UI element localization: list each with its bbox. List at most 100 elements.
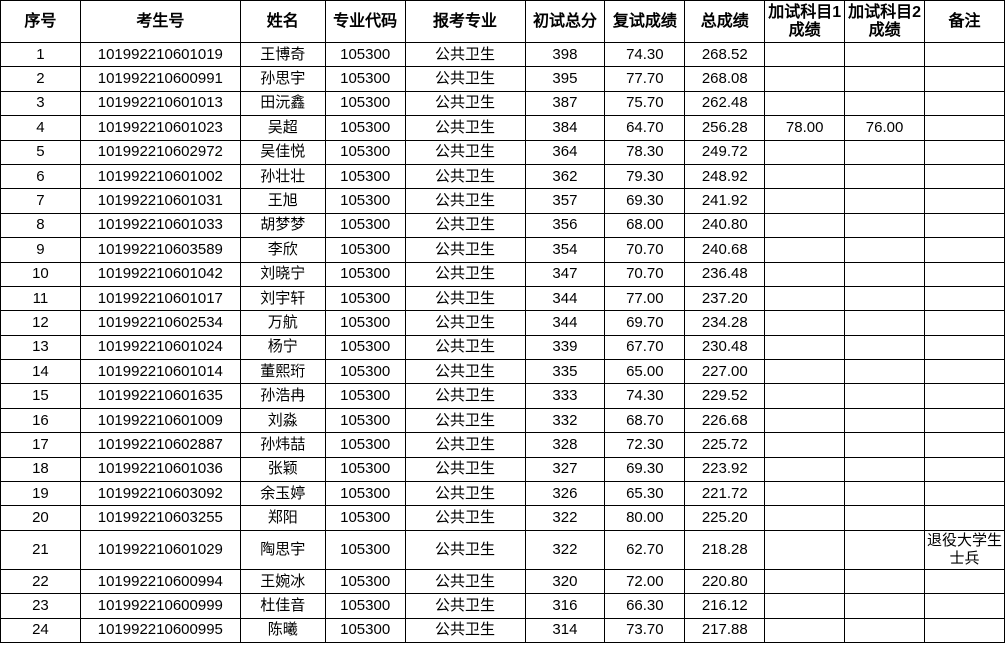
cell-extra1-score	[764, 505, 846, 531]
table-row: 3 101992210601013 田沅鑫 105300 公共卫生 387 75.70 262…	[0, 90, 1005, 117]
cell-seq: 1	[0, 41, 81, 68]
cell-exam-id: 101992210603255	[79, 505, 241, 531]
cell-name: 孙思宇	[239, 66, 326, 92]
cell-name: 王旭	[239, 188, 326, 214]
cell-total-score: 226.68	[684, 407, 766, 434]
header-exam-id: 考生号	[79, 0, 241, 43]
table-row: 23 101992210600999 杜佳音 105300 公共卫生 316 66.30 21…	[0, 593, 1005, 619]
cell-major-code: 105300	[324, 163, 406, 190]
cell-name: 孙浩冉	[239, 383, 326, 409]
cell-major: 公共卫生	[404, 285, 526, 312]
cell-total-score: 223.92	[684, 456, 766, 483]
cell-retest-score: 72.30	[604, 432, 686, 458]
cell-total-score: 229.52	[684, 383, 766, 409]
cell-extra2-score	[844, 285, 926, 312]
header-extra2-score: 加试科目2成绩	[844, 0, 926, 43]
cell-remark	[924, 237, 1005, 263]
cell-initial-score: 344	[524, 285, 606, 312]
cell-initial-score: 322	[524, 505, 606, 531]
cell-name: 孙壮壮	[239, 163, 326, 190]
cell-remark	[924, 505, 1005, 531]
cell-major-code: 105300	[324, 505, 406, 531]
cell-seq: 3	[0, 90, 81, 117]
cell-retest-score: 70.70	[604, 237, 686, 263]
cell-exam-id: 101992210601002	[79, 163, 241, 190]
cell-major-code: 105300	[324, 115, 406, 141]
cell-major-code: 105300	[324, 383, 406, 409]
cell-total-score: 249.72	[684, 139, 766, 165]
cell-extra2-score	[844, 617, 926, 643]
cell-seq: 12	[0, 310, 81, 336]
table-row: 11 101992210601017 刘宇轩 105300 公共卫生 344 77.00 23…	[0, 285, 1005, 312]
cell-extra1-score	[764, 310, 846, 336]
cell-extra1-score	[764, 41, 846, 68]
cell-retest-score: 75.70	[604, 90, 686, 117]
cell-major: 公共卫生	[404, 115, 526, 141]
cell-major-code: 105300	[324, 568, 406, 595]
cell-major-code: 105300	[324, 529, 406, 570]
cell-retest-score: 67.70	[604, 334, 686, 361]
cell-major-code: 105300	[324, 66, 406, 92]
cell-seq: 21	[0, 529, 81, 570]
cell-seq: 4	[0, 115, 81, 141]
cell-major: 公共卫生	[404, 568, 526, 595]
cell-remark	[924, 383, 1005, 409]
cell-major-code: 105300	[324, 481, 406, 507]
cell-major-code: 105300	[324, 188, 406, 214]
cell-extra2-score	[844, 593, 926, 619]
cell-major-code: 105300	[324, 617, 406, 643]
cell-seq: 15	[0, 383, 81, 409]
cell-remark	[924, 568, 1005, 595]
table-row: 24 101992210600995 陈曦 105300 公共卫生 314 73.70 217…	[0, 617, 1005, 643]
table-row: 15 101992210601635 孙浩冉 105300 公共卫生 333 74.30 22…	[0, 383, 1005, 409]
cell-name: 刘宇轩	[239, 285, 326, 312]
cell-seq: 2	[0, 66, 81, 92]
cell-extra1-score: 78.00	[764, 115, 846, 141]
cell-seq: 19	[0, 481, 81, 507]
cell-seq: 20	[0, 505, 81, 531]
table-row: 7 101992210601031 王旭 105300 公共卫生 357 69.30 241.…	[0, 188, 1005, 214]
cell-seq: 8	[0, 212, 81, 239]
cell-extra2-score	[844, 310, 926, 336]
cell-name: 杨宁	[239, 334, 326, 361]
table-row: 20 101992210603255 郑阳 105300 公共卫生 322 80.00 225…	[0, 505, 1005, 531]
cell-extra2-score	[844, 237, 926, 263]
cell-name: 吴超	[239, 115, 326, 141]
cell-initial-score: 326	[524, 481, 606, 507]
cell-extra2-score	[844, 407, 926, 434]
cell-major: 公共卫生	[404, 188, 526, 214]
cell-name: 吴佳悦	[239, 139, 326, 165]
cell-remark	[924, 432, 1005, 458]
cell-major-code: 105300	[324, 432, 406, 458]
cell-initial-score: 335	[524, 359, 606, 385]
cell-extra2-score	[844, 261, 926, 287]
cell-initial-score: 344	[524, 310, 606, 336]
cell-initial-score: 362	[524, 163, 606, 190]
cell-name: 田沅鑫	[239, 90, 326, 117]
cell-seq: 5	[0, 139, 81, 165]
cell-retest-score: 77.00	[604, 285, 686, 312]
table-row: 19 101992210603092 余玉婷 105300 公共卫生 326 65.30 22…	[0, 481, 1005, 507]
cell-initial-score: 322	[524, 529, 606, 570]
cell-major: 公共卫生	[404, 529, 526, 570]
cell-name: 董熙珩	[239, 359, 326, 385]
cell-seq: 11	[0, 285, 81, 312]
cell-exam-id: 101992210601014	[79, 359, 241, 385]
cell-extra2-score	[844, 359, 926, 385]
cell-extra2-score	[844, 212, 926, 239]
cell-exam-id: 101992210601017	[79, 285, 241, 312]
cell-major: 公共卫生	[404, 505, 526, 531]
cell-remark	[924, 41, 1005, 68]
cell-extra1-score	[764, 212, 846, 239]
table-row: 21 101992210601029 陶思宇 105300 公共卫生 322 62.70 21…	[0, 529, 1005, 570]
cell-total-score: 234.28	[684, 310, 766, 336]
cell-name: 陶思宇	[239, 529, 326, 570]
table-row: 2 101992210600991 孙思宇 105300 公共卫生 395 77.70 268…	[0, 66, 1005, 92]
cell-exam-id: 101992210601023	[79, 115, 241, 141]
cell-major: 公共卫生	[404, 593, 526, 619]
cell-major-code: 105300	[324, 407, 406, 434]
cell-extra2-score	[844, 383, 926, 409]
cell-retest-score: 80.00	[604, 505, 686, 531]
cell-major-code: 105300	[324, 237, 406, 263]
cell-initial-score: 357	[524, 188, 606, 214]
